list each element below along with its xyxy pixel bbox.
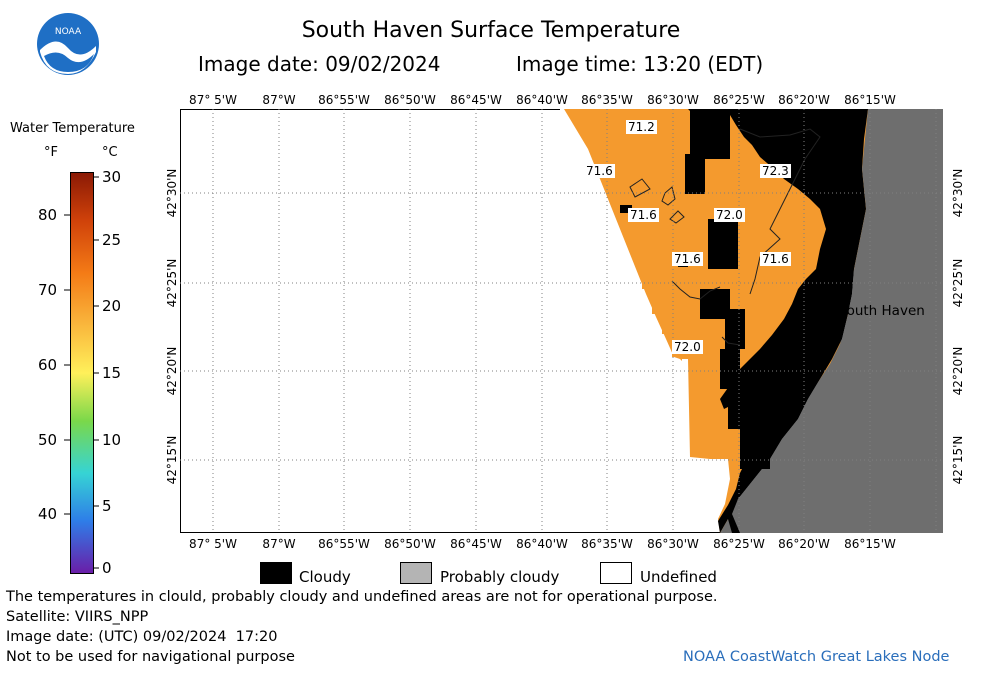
cloud-area: [688, 109, 868, 533]
map-panel: [180, 109, 943, 533]
lon-label-top: 86°20'W: [778, 93, 830, 107]
footer-disclaimer: The temperatures in clould, probably clo…: [6, 589, 718, 605]
temp-label: 71.6: [628, 208, 659, 222]
c-tick-30: 30: [102, 168, 122, 186]
temp-label: 71.2: [626, 120, 657, 134]
city-label: South Haven: [838, 303, 925, 319]
footer-utc-date: Image date: (UTC) 09/02/2024 17:20: [6, 629, 278, 645]
lon-label-top: 86°40'W: [516, 93, 568, 107]
lon-label-top: 87° 5'W: [189, 93, 237, 107]
legend-label-probably-cloudy: Probably cloudy: [440, 568, 560, 586]
lat-label-left: 42°15'N: [165, 435, 179, 485]
footer-navigation-note: Not to be used for navigational purpose: [6, 649, 295, 665]
c-tick-15: 15: [102, 364, 122, 382]
lon-label-top: 86°25'W: [713, 93, 765, 107]
lat-label-right: 42°25'N: [951, 258, 965, 308]
c-tick-5: 5: [102, 497, 112, 515]
graticule: [180, 109, 943, 533]
colorbar-title: Water Temperature: [10, 121, 135, 136]
lon-label-bottom: 86°35'W: [581, 537, 633, 551]
noaa-logo: NOAA: [37, 13, 99, 75]
lat-label-left: 42°20'N: [165, 346, 179, 396]
f-tick-50: 50: [38, 431, 58, 449]
c-tick-20: 20: [102, 297, 122, 315]
lat-label-left: 42°30'N: [165, 168, 179, 218]
lon-label-top: 86°55'W: [318, 93, 370, 107]
lon-label-bottom: 86°45'W: [450, 537, 502, 551]
lon-label-bottom: 87° 5'W: [189, 537, 237, 551]
f-tick-40: 40: [38, 505, 58, 523]
legend-label-cloudy: Cloudy: [299, 568, 351, 586]
land-area: [720, 109, 943, 533]
c-tick-0: 0: [102, 559, 112, 577]
lon-label-top: 86°15'W: [844, 93, 896, 107]
lat-label-left: 42°25'N: [165, 258, 179, 308]
lon-label-bottom: 86°50'W: [384, 537, 436, 551]
lon-label-bottom: 86°30'W: [647, 537, 699, 551]
lon-label-bottom: 86°55'W: [318, 537, 370, 551]
svg-text:NOAA: NOAA: [55, 27, 82, 37]
lon-label-top: 86°30'W: [647, 93, 699, 107]
temp-label: 72.3: [760, 164, 791, 178]
c-tick-10: 10: [102, 431, 122, 449]
temp-label: 72.0: [672, 340, 703, 354]
temp-label: 71.6: [760, 252, 791, 266]
temp-label: 71.6: [584, 164, 615, 178]
temp-label: 71.6: [672, 252, 703, 266]
unit-f: °F: [44, 145, 58, 160]
legend-swatch-probably-cloudy: [400, 562, 432, 584]
colorbar: [70, 172, 94, 574]
lon-label-bottom: 86°25'W: [713, 537, 765, 551]
f-tick-70: 70: [38, 281, 58, 299]
lon-label-top: 86°35'W: [581, 93, 633, 107]
legend-label-undefined: Undefined: [640, 568, 717, 586]
south-haven-marker: [829, 293, 837, 301]
legend-swatch-undefined: [600, 562, 632, 584]
lat-label-right: 42°20'N: [951, 346, 965, 396]
c-tick-25: 25: [102, 231, 122, 249]
lat-label-right: 42°15'N: [951, 435, 965, 485]
page-title: South Haven Surface Temperature: [301, 18, 681, 43]
legend-swatch-cloudy: [260, 562, 292, 584]
lon-label-top: 87°W: [262, 93, 296, 107]
temp-label: 72.0: [714, 208, 745, 222]
lon-label-bottom: 86°20'W: [778, 537, 830, 551]
lon-label-bottom: 87°W: [262, 537, 296, 551]
f-tick-60: 60: [38, 356, 58, 374]
unit-c: °C: [102, 145, 118, 160]
footer-satellite: Satellite: VIIRS_NPP: [6, 609, 149, 625]
f-tick-80: 80: [38, 206, 58, 224]
lat-label-right: 42°30'N: [951, 168, 965, 218]
footer-credit: NOAA CoastWatch Great Lakes Node: [683, 649, 950, 665]
lon-label-bottom: 86°15'W: [844, 537, 896, 551]
image-date: Image date: 09/02/2024: [198, 52, 441, 76]
image-time: Image time: 13:20 (EDT): [516, 52, 764, 76]
lon-label-top: 86°45'W: [450, 93, 502, 107]
lon-label-top: 86°50'W: [384, 93, 436, 107]
lon-label-bottom: 86°40'W: [516, 537, 568, 551]
